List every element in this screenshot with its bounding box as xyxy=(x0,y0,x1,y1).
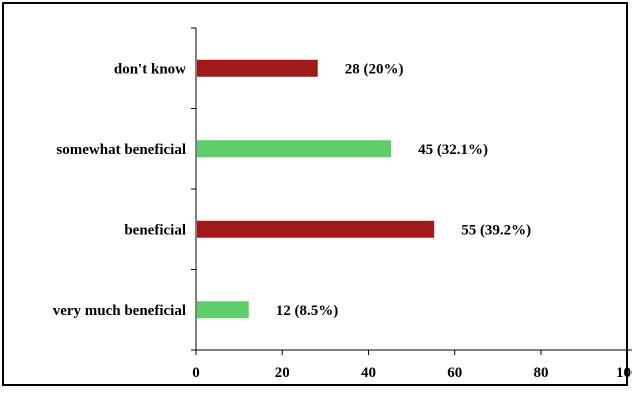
data-label: 55 (39.2%) xyxy=(461,222,531,238)
chart-frame: 0 20 40 60 80 100 don't know 28 (20%) somewhat b… xyxy=(2,2,632,386)
x-tick-label: 80 xyxy=(534,365,549,381)
category-label: don't know xyxy=(114,61,186,77)
data-label: 28 (20%) xyxy=(345,61,404,77)
category-label: very much beneficial xyxy=(53,303,186,319)
data-label: 12 (8.5%) xyxy=(276,303,339,319)
x-tick-label: 40 xyxy=(361,365,376,381)
bar-chart: 0 20 40 60 80 100 don't know 28 (20%) somewhat b… xyxy=(53,27,632,381)
x-tick-label: 100 xyxy=(616,365,632,381)
x-tick-label: 20 xyxy=(275,365,290,381)
x-tick-label: 60 xyxy=(447,365,462,381)
bar-1 xyxy=(197,140,392,158)
x-tick-label: 0 xyxy=(192,365,200,381)
bar-3 xyxy=(197,301,249,319)
bar-2 xyxy=(197,220,435,238)
category-label: beneficial xyxy=(124,222,186,238)
category-label: somewhat beneficial xyxy=(56,142,186,158)
bar-0 xyxy=(197,59,318,77)
data-label: 45 (32.1%) xyxy=(418,142,488,158)
